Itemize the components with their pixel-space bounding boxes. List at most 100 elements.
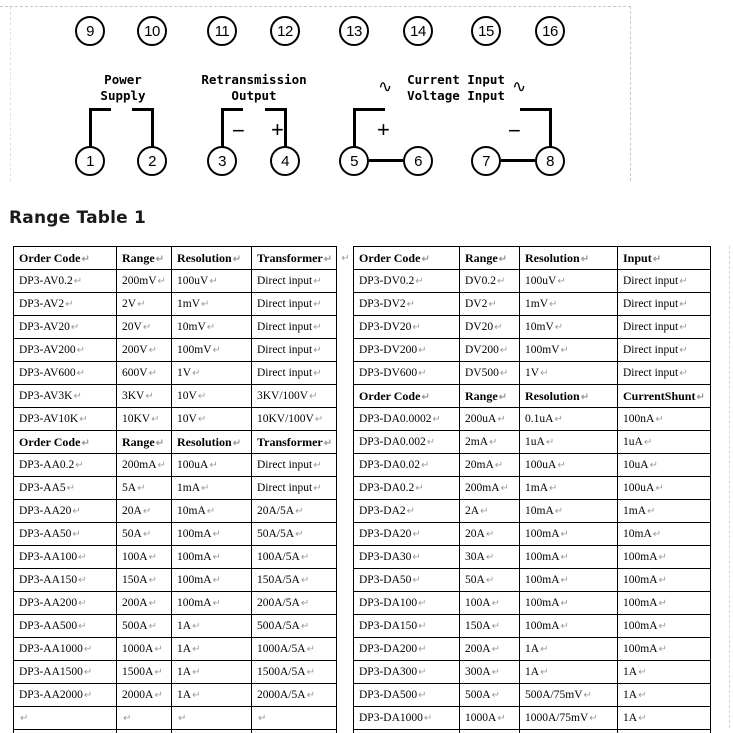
pilcrow-icon: ↵	[314, 414, 324, 425]
table-row: ↵↵↵↵	[13, 706, 337, 730]
cell-text: 100uV	[177, 275, 209, 287]
pilcrow-icon: ↵	[155, 253, 165, 265]
column-header-cell: Resolution↵	[171, 430, 252, 454]
pilcrow-icon: ↵	[197, 414, 207, 425]
cell-text: DP3-AV2	[19, 298, 65, 310]
table-row: ↵↵↵↵	[13, 729, 337, 733]
table-cell: 100uA↵	[519, 453, 618, 477]
cell-text: 100mA	[525, 574, 560, 586]
pilcrow-icon: ↵	[78, 552, 87, 563]
cell-text: 100mA	[177, 574, 212, 586]
cell-text: 1A	[177, 689, 192, 701]
cell-text: 100mA	[177, 528, 212, 540]
table-cell: 20A↵	[116, 499, 172, 523]
table-cell: DP3-DA150↵	[353, 614, 460, 638]
table-cell: 2000A/5A↵	[251, 683, 337, 707]
pilcrow-icon: ↵	[583, 690, 592, 701]
cell-text: Direct input	[257, 344, 313, 356]
pilcrow-icon: ↵	[652, 529, 662, 540]
cell-text: DP3-DA0.002	[359, 436, 426, 448]
cell-text: Direct input	[257, 298, 313, 310]
terminal-1: 1	[75, 146, 105, 176]
pilcrow-icon: ↵	[679, 299, 688, 310]
cell-text: 100mA	[525, 620, 560, 632]
cell-text: 1A	[623, 666, 638, 678]
table-cell: DP3-DA1000↵	[353, 706, 460, 730]
pilcrow-icon: ↵	[499, 368, 509, 379]
table-cell: 1000A/75mV↵	[519, 706, 618, 730]
table-cell: DP3-AV0.2↵	[13, 269, 117, 293]
table-cell: 1A↵	[617, 729, 711, 733]
cell-text: 150A	[465, 620, 491, 632]
pilcrow-icon: ↵	[295, 529, 304, 540]
cell-text: DP3-DA300	[359, 666, 418, 678]
table-cell: 100mV↵	[519, 338, 618, 362]
pilcrow-icon: ↵	[540, 667, 549, 678]
table-row: DP3-DA200↵ 200A↵ 1A↵ 100mA↵	[353, 637, 711, 661]
cell-text: 1500A/5A	[257, 666, 306, 678]
cell-text: 500A	[465, 689, 491, 701]
pilcrow-icon: ↵	[499, 345, 509, 356]
cell-text: DV20	[465, 321, 494, 333]
pilcrow-icon: ↵	[192, 690, 201, 701]
table-cell: 100uV↵	[171, 269, 252, 293]
table-row: DP3-AA1500↵ 1500A↵ 1A↵ 1500A/5A↵	[13, 660, 337, 684]
label-retransmission-line2: Output	[231, 88, 277, 103]
cell-text: 20A/5A	[257, 505, 295, 517]
cell-text: 10V	[177, 390, 197, 402]
pilcrow-icon: ↵	[418, 368, 427, 379]
cell-text: DP3-AV10K	[19, 413, 79, 425]
table-row: DP3-DA150↵ 150A↵ 100mA↵ 100mA↵	[353, 614, 711, 638]
label-power-supply-line1: Power	[104, 72, 142, 87]
cell-text: 100uA	[623, 482, 655, 494]
table-cell: 1mV↵	[171, 292, 252, 316]
pilcrow-icon: ↵	[306, 667, 315, 678]
pilcrow-icon: ↵	[638, 713, 647, 724]
pilcrow-icon: ↵	[679, 322, 688, 333]
table-cell: DP3-DA0.02↵	[353, 453, 460, 477]
pilcrow-icon: ↵	[655, 414, 664, 425]
table-cell: ↵	[251, 706, 337, 730]
table-cell: 10mA↵	[617, 522, 711, 546]
cell-text: DV200	[465, 344, 499, 356]
table-header-row: Order Code↵ Range↵ Resolution↵ Transformer↵	[13, 430, 337, 454]
pilcrow-icon: ↵	[489, 437, 498, 448]
table-cell: DP3-DA500↵	[353, 683, 460, 707]
table-cell: 500A↵	[116, 614, 172, 638]
table-cell: 600V↵	[116, 361, 172, 385]
table-cell: 1A↵	[617, 706, 711, 730]
pilcrow-icon: ↵	[406, 299, 416, 310]
cell-text: DP3-DV0.2	[359, 275, 415, 287]
pilcrow-icon: ↵	[554, 322, 564, 333]
pilcrow-icon: ↵	[658, 621, 667, 632]
cell-text: DP3-DV20	[359, 321, 412, 333]
terminal-15: 15	[471, 16, 501, 46]
table-cell: 100mA↵	[617, 591, 711, 615]
pilcrow-icon: ↵	[75, 460, 84, 471]
table-cell: DP3-AA5↵	[13, 476, 117, 500]
table-cell: 50A↵	[116, 522, 172, 546]
pilcrow-icon: ↵	[415, 276, 424, 287]
table-cell: DP3-DV0.2↵	[353, 269, 460, 293]
pilcrow-icon: ↵	[192, 644, 201, 655]
table-cell: 100mA↵	[519, 568, 618, 592]
sign-retransmission-minus: −	[232, 118, 245, 143]
pilcrow-icon: ↵	[300, 552, 310, 563]
table-cell: 100mA↵	[617, 545, 711, 569]
table-cell: 3KV/100V↵	[251, 384, 337, 408]
table-cell: ↵	[13, 729, 117, 733]
cell-text: 300A	[465, 666, 491, 678]
pilcrow-icon: ↵	[421, 253, 430, 265]
cell-text: Direct input	[257, 459, 313, 471]
table-cell: ↵	[13, 706, 117, 730]
cell-text: 1V	[177, 367, 192, 379]
table-cell: DP3-AV10K↵	[13, 407, 117, 431]
table-cell: DP3-AA20↵	[13, 499, 117, 523]
pilcrow-icon: ↵	[549, 483, 558, 494]
pilcrow-icon: ↵	[652, 253, 662, 265]
pilcrow-icon: ↵	[300, 575, 310, 586]
pilcrow-icon: ↵	[232, 437, 242, 449]
pilcrow-icon: ↵	[491, 667, 500, 678]
cell-text: 1A	[177, 643, 192, 655]
lead-terminal-8-horizontal	[520, 108, 552, 111]
